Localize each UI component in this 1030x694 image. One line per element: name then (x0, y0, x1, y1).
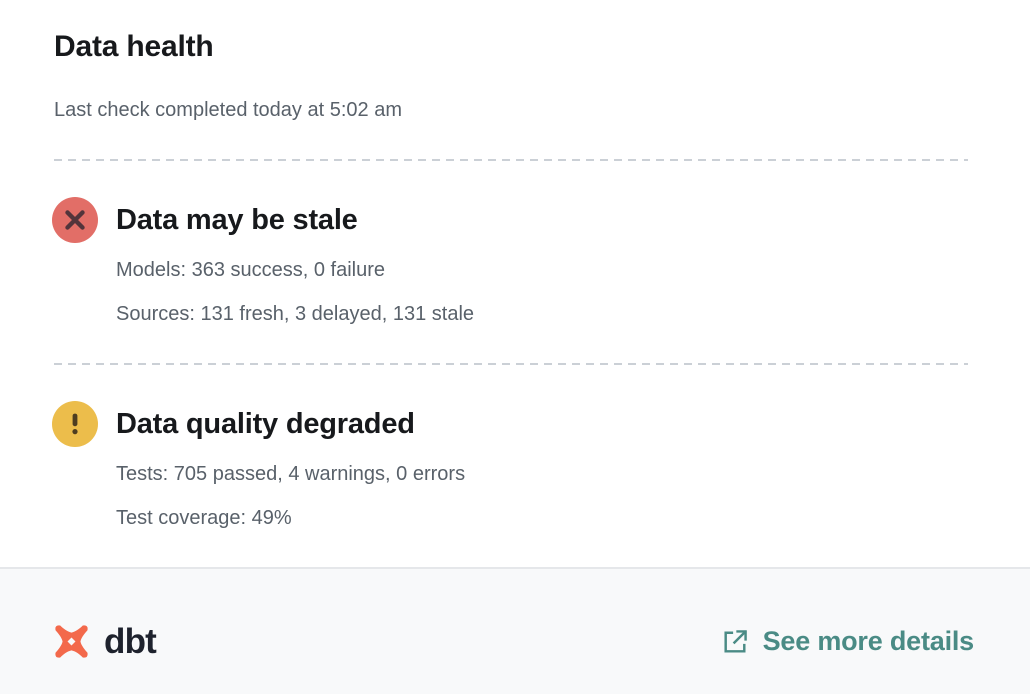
link-label: See more details (762, 626, 975, 656)
page-title: Data health (54, 30, 214, 63)
status-body: Data may be stale Models: 363 success, 0… (116, 197, 474, 326)
tests-status-line: Tests: 705 passed, 4 warnings, 0 errors (116, 463, 466, 485)
card-footer: dbt See more details (0, 567, 1030, 694)
status-section-stale: Data may be stale Models: 363 success, 0… (52, 197, 968, 326)
see-more-details-link[interactable]: See more details (720, 626, 974, 657)
x-circle-icon (52, 197, 98, 243)
card-content: Data health Last check completed today a… (52, 30, 968, 530)
dbt-logo-icon (55, 625, 88, 658)
dashed-divider (54, 159, 968, 161)
dbt-logo: dbt (48, 618, 157, 665)
status-body: Data quality degraded Tests: 705 passed,… (116, 401, 465, 530)
dashed-divider (54, 363, 968, 365)
last-check-status: Last check completed today at 5:02 am (54, 99, 402, 121)
status-section-quality: Data quality degraded Tests: 705 passed,… (52, 401, 968, 530)
exclamation-circle-icon (52, 401, 98, 447)
status-title: Data may be stale (116, 204, 358, 236)
external-link-icon (724, 630, 747, 653)
test-coverage-line: Test coverage: 49% (116, 507, 292, 529)
dbt-wordmark: dbt (104, 621, 157, 661)
models-status-line: Models: 363 success, 0 failure (116, 259, 386, 281)
status-title: Data quality degraded (116, 408, 415, 440)
sources-status-line: Sources: 131 fresh, 3 delayed, 131 stale (116, 303, 475, 325)
